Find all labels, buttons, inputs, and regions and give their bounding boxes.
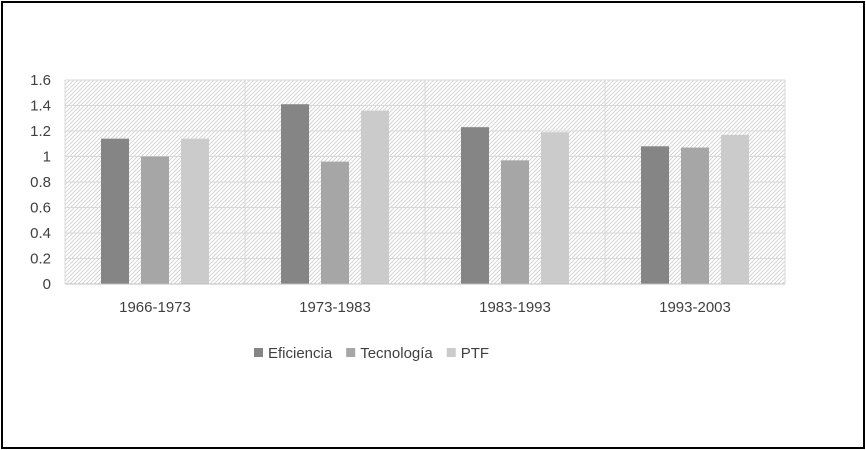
legend-label: Tecnología bbox=[360, 345, 433, 362]
y-tick-label: 0.2 bbox=[30, 251, 51, 268]
bar bbox=[281, 104, 309, 284]
legend-swatch bbox=[446, 348, 456, 357]
x-tick-label: 1966-1973 bbox=[119, 299, 191, 316]
legend-label: PTF bbox=[461, 345, 489, 362]
legend-label: Eficiencia bbox=[268, 345, 333, 362]
bar bbox=[541, 132, 569, 284]
y-tick-label: 0.4 bbox=[30, 225, 51, 242]
y-tick-label: 1 bbox=[43, 149, 51, 166]
x-axis: 1966-1973 1973-1983 1983-1993 1993-2003 bbox=[65, 283, 785, 316]
legend-swatch bbox=[346, 348, 356, 357]
bar bbox=[181, 138, 209, 284]
y-tick-label: 1.6 bbox=[30, 72, 51, 89]
bar bbox=[141, 156, 169, 284]
bar bbox=[321, 161, 349, 284]
bar bbox=[461, 127, 489, 284]
bar-chart: 0 0.2 0.4 0.6 0.8 1 1.2 1.4 1.6 1966-1973 1973-19… bbox=[30, 72, 786, 362]
bar bbox=[681, 147, 709, 284]
y-tick-label: 0.6 bbox=[30, 200, 51, 217]
x-tick-label: 1993-2003 bbox=[659, 299, 731, 316]
bar bbox=[361, 110, 389, 284]
y-axis: 0 0.2 0.4 0.6 0.8 1 1.2 1.4 1.6 bbox=[30, 72, 51, 293]
y-tick-label: 0.8 bbox=[30, 174, 51, 191]
bar bbox=[101, 138, 129, 284]
x-tick-label: 1983-1993 bbox=[479, 299, 551, 316]
bar bbox=[501, 160, 529, 284]
legend-swatch bbox=[254, 348, 263, 357]
y-tick-label: 1.4 bbox=[30, 98, 51, 115]
legend: Eficiencia Tecnología PTF bbox=[254, 345, 489, 362]
y-tick-label: 1.2 bbox=[30, 123, 51, 140]
bars bbox=[101, 104, 749, 284]
bar bbox=[641, 146, 669, 284]
y-tick-label: 0 bbox=[43, 276, 51, 293]
bar bbox=[721, 134, 749, 284]
x-tick-label: 1973-1983 bbox=[299, 299, 371, 316]
